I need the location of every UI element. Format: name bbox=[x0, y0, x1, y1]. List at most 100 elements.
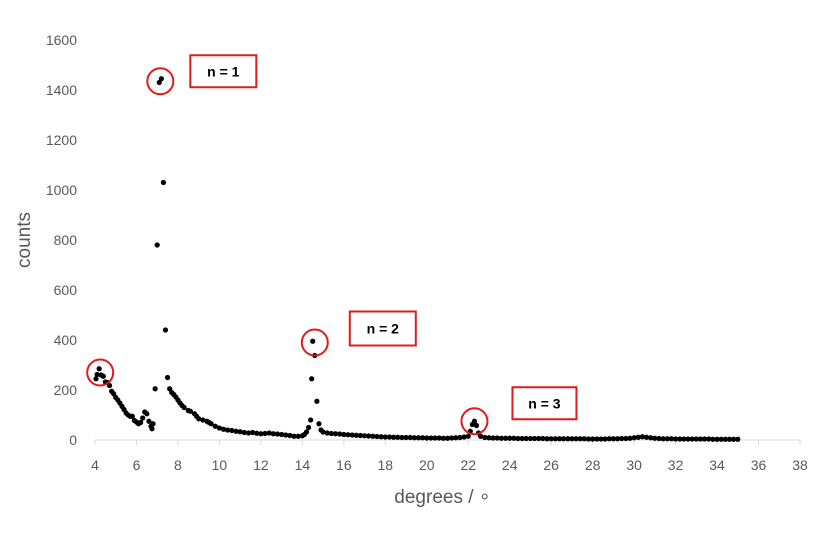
data-point bbox=[187, 408, 193, 414]
data-point bbox=[96, 366, 102, 372]
data-point bbox=[490, 435, 496, 441]
x-tick-label: 8 bbox=[174, 457, 182, 473]
x-tick-label: 28 bbox=[585, 457, 601, 473]
data-point bbox=[196, 416, 202, 422]
data-point bbox=[181, 404, 187, 411]
data-point bbox=[498, 435, 505, 441]
y-tick-label: 1000 bbox=[46, 182, 77, 198]
data-point bbox=[337, 431, 343, 437]
data-point bbox=[386, 434, 393, 440]
data-point bbox=[345, 432, 351, 438]
data-point bbox=[693, 436, 699, 442]
y-tick-label: 1200 bbox=[46, 132, 77, 148]
data-point bbox=[399, 434, 405, 441]
data-point bbox=[328, 430, 334, 437]
data-point bbox=[138, 419, 144, 426]
data-point bbox=[544, 436, 550, 442]
y-tick-label: 0 bbox=[69, 432, 77, 448]
data-point bbox=[461, 434, 467, 440]
data-point bbox=[266, 430, 272, 436]
data-point bbox=[212, 423, 218, 429]
data-point bbox=[685, 436, 691, 442]
data-point bbox=[316, 421, 322, 427]
data-point bbox=[407, 434, 413, 441]
data-point bbox=[424, 435, 430, 441]
data-point bbox=[689, 436, 695, 442]
data-point bbox=[457, 434, 463, 441]
x-tick-label: 6 bbox=[133, 457, 141, 473]
data-point bbox=[565, 436, 571, 442]
y-tick-label: 1400 bbox=[46, 82, 77, 98]
data-point bbox=[660, 436, 666, 442]
data-point bbox=[523, 435, 529, 442]
peak-highlight-circle bbox=[300, 328, 329, 357]
data-point bbox=[349, 432, 355, 438]
x-tick-label: 18 bbox=[378, 457, 394, 473]
data-point bbox=[287, 432, 293, 439]
data-point bbox=[129, 413, 135, 419]
data-point bbox=[444, 435, 451, 441]
data-point bbox=[237, 429, 243, 435]
data-point bbox=[606, 436, 612, 442]
data-point bbox=[374, 433, 380, 440]
data-point bbox=[357, 432, 364, 439]
data-point bbox=[478, 433, 484, 439]
data-point bbox=[308, 417, 314, 423]
data-point bbox=[291, 433, 297, 439]
data-point bbox=[440, 435, 446, 441]
data-point bbox=[390, 434, 397, 440]
data-point bbox=[643, 434, 650, 440]
data-point bbox=[494, 435, 500, 441]
data-point bbox=[453, 435, 459, 441]
x-tick-label: 22 bbox=[460, 457, 476, 473]
data-point bbox=[515, 435, 521, 442]
data-point bbox=[332, 431, 339, 437]
x-tick-label: 24 bbox=[502, 457, 518, 473]
peak-highlight-circle bbox=[146, 67, 175, 96]
data-point bbox=[208, 421, 214, 427]
y-tick-label: 1600 bbox=[46, 32, 77, 48]
data-point bbox=[531, 435, 538, 442]
x-tick-label: 32 bbox=[668, 457, 684, 473]
data-point bbox=[552, 436, 558, 442]
x-tick-label: 14 bbox=[295, 457, 311, 473]
data-point bbox=[254, 430, 260, 436]
data-point bbox=[590, 436, 596, 442]
y-tick-label: 200 bbox=[54, 382, 78, 398]
data-point bbox=[152, 386, 158, 392]
data-point bbox=[283, 432, 289, 438]
data-point bbox=[631, 435, 637, 441]
data-point bbox=[158, 76, 164, 82]
data-point bbox=[573, 436, 579, 442]
data-point bbox=[233, 428, 239, 434]
x-tick-label: 38 bbox=[792, 457, 808, 473]
data-point bbox=[149, 426, 155, 432]
data-point bbox=[536, 435, 542, 442]
data-point bbox=[627, 435, 633, 441]
data-point bbox=[702, 436, 708, 442]
annotation-box bbox=[189, 54, 258, 89]
data-point bbox=[648, 435, 654, 441]
data-point bbox=[241, 429, 247, 436]
data-point bbox=[569, 436, 575, 442]
data-point bbox=[100, 373, 106, 379]
data-point bbox=[146, 418, 152, 424]
data-point bbox=[585, 436, 592, 442]
data-point bbox=[465, 433, 471, 439]
data-point bbox=[594, 436, 600, 442]
data-point bbox=[361, 433, 368, 439]
data-point bbox=[378, 434, 384, 440]
data-point bbox=[382, 434, 388, 440]
data-point bbox=[556, 436, 563, 442]
data-point bbox=[140, 415, 146, 421]
x-tick-label: 30 bbox=[626, 457, 642, 473]
annotation-label: n = 2 bbox=[367, 321, 400, 337]
data-point bbox=[154, 242, 160, 248]
data-point bbox=[623, 435, 629, 442]
start-highlight-circle bbox=[86, 358, 115, 387]
data-point bbox=[144, 411, 150, 417]
data-point bbox=[295, 433, 301, 439]
data-point bbox=[415, 435, 422, 441]
data-point bbox=[162, 327, 169, 333]
